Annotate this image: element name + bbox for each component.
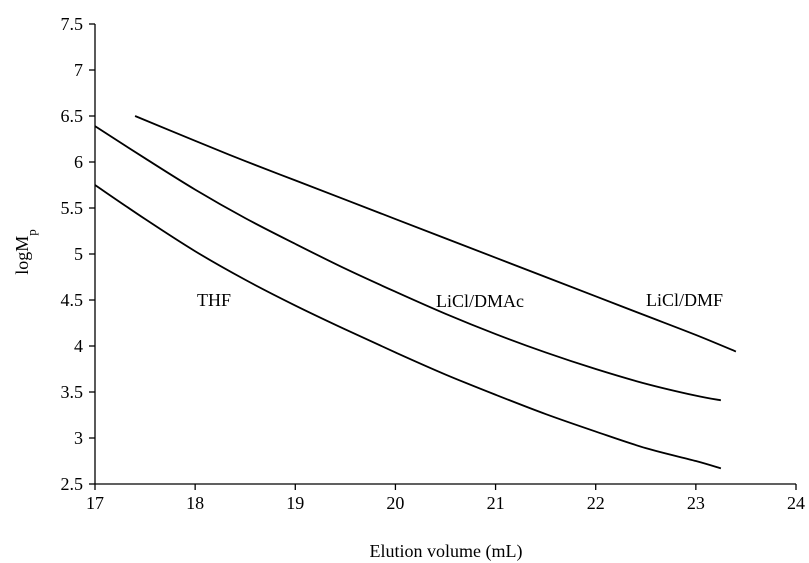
curves	[94, 115, 737, 470]
y-tick-label: 3.5	[61, 382, 84, 402]
series-label-licl-dmf: LiCl/DMF	[646, 290, 723, 310]
x-tick-label: 19	[286, 493, 304, 513]
y-tick-label: 6.5	[61, 106, 84, 126]
x-tick-label: 20	[386, 493, 404, 513]
y-axis-title-main: logM	[12, 236, 32, 275]
series-line-thf	[94, 184, 722, 470]
x-tick-label: 24	[787, 493, 805, 513]
series-line-licl-dmac	[94, 125, 722, 402]
y-tick-label: 4	[74, 336, 83, 356]
y-axis-title: logMp	[12, 229, 39, 275]
series-label-licl-dmac: LiCl/DMAc	[436, 291, 524, 311]
y-tick-label: 6	[74, 152, 83, 172]
x-tick-label: 23	[687, 493, 705, 513]
y-axis-title-subscript: p	[24, 229, 39, 236]
x-axis-title: Elution volume (mL)	[370, 541, 523, 562]
y-tick-label: 4.5	[61, 290, 84, 310]
series-line-licl-dmf	[134, 115, 737, 353]
y-tick-label: 7	[74, 60, 83, 80]
x-tick-label: 18	[186, 493, 204, 513]
x-tick-label: 17	[86, 493, 104, 513]
x-tick-label: 21	[487, 493, 505, 513]
y-tick-label: 2.5	[61, 474, 84, 494]
y-tick-label: 3	[74, 428, 83, 448]
series-label-thf: THF	[197, 290, 231, 310]
axes: 2.5 3 3.5 4 4.5 5 5.5 6 6.5 7 7.5 17 18 19 20 21 22 23 24	[61, 14, 806, 513]
x-tick-label: 22	[587, 493, 605, 513]
y-tick-label: 7.5	[61, 14, 84, 34]
y-tick-label: 5.5	[61, 198, 84, 218]
y-tick-label: 5	[74, 244, 83, 264]
